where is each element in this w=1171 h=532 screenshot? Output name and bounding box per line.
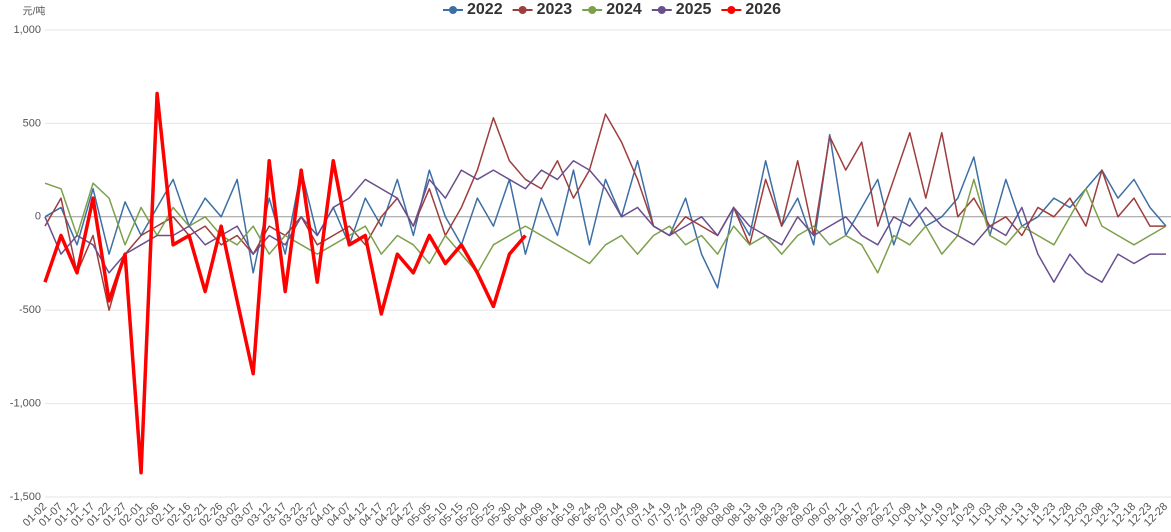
legend-item: 2026 xyxy=(721,1,781,18)
legend-item: 2022 xyxy=(443,1,503,18)
legend-marker xyxy=(588,6,597,14)
legend-marker xyxy=(518,6,527,14)
legend-label: 2024 xyxy=(606,1,642,18)
legend-item: 2023 xyxy=(512,1,573,18)
legend-label: 2022 xyxy=(467,1,503,18)
series-line xyxy=(43,91,527,475)
legend-label: 2026 xyxy=(745,1,781,18)
y-tick-label: -1,500 xyxy=(10,491,41,503)
series-line xyxy=(44,113,1166,311)
y-tick-label: 0 xyxy=(35,211,41,223)
legend-label: 2023 xyxy=(537,1,573,18)
legend-item: 2024 xyxy=(582,1,642,18)
legend-item: 2025 xyxy=(651,1,712,18)
y-tick-label: -500 xyxy=(19,304,41,316)
legend-label: 2025 xyxy=(676,1,712,18)
y-tick-label: -1,000 xyxy=(10,398,41,410)
y-axis-label: 元/吨 xyxy=(23,5,46,18)
legend-marker xyxy=(727,6,736,14)
y-tick-label: 500 xyxy=(23,117,41,129)
y-tick-label: 1,000 xyxy=(13,24,41,36)
legend-marker xyxy=(657,6,666,14)
series-line xyxy=(44,178,1167,274)
series-line xyxy=(44,160,1166,283)
legend-marker xyxy=(449,6,457,14)
series-line xyxy=(44,133,1167,289)
